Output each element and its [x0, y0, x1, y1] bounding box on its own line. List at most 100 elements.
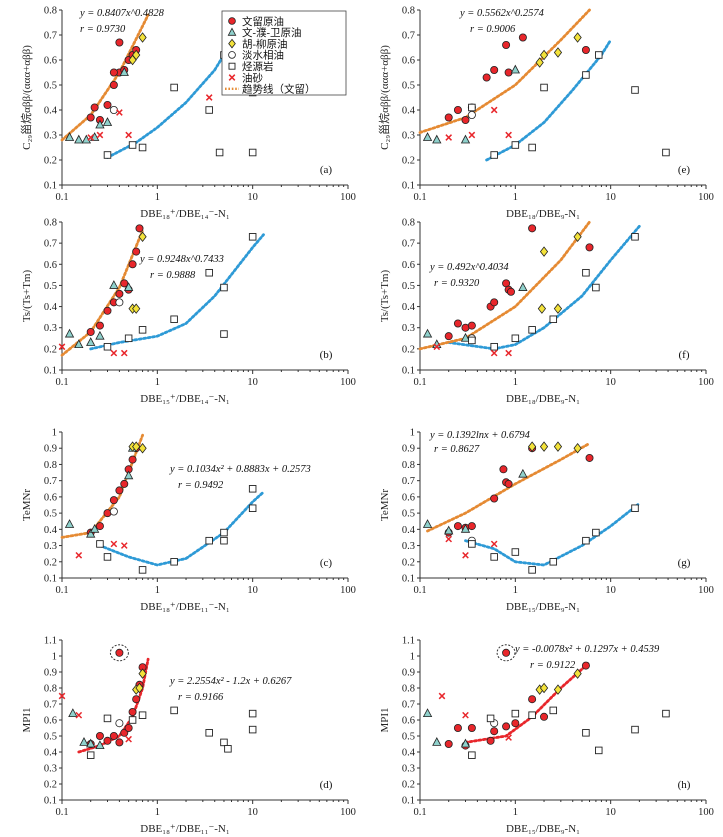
data-point-square-open: [490, 342, 498, 351]
data-point-x: [205, 94, 213, 101]
data-point-x: [438, 692, 446, 700]
y-tick-label: 0.4: [44, 302, 58, 313]
legend-marker-triangle: [227, 27, 237, 36]
fit-equation: y = 2.2554x² - 1.2x + 0.6267: [169, 676, 292, 687]
data-point-x: [87, 134, 95, 141]
data-point-circle: [506, 287, 515, 296]
y-tick-label: 0.2: [44, 344, 57, 355]
y-tick-label: 1: [52, 652, 57, 663]
x-axis-label: DBE₁₅/DBE₉-N₁: [506, 601, 580, 613]
trend-line-blue: [98, 490, 265, 567]
data-point-square-open: [220, 330, 228, 338]
trend-line-orange: [418, 8, 591, 134]
fit-r-value: r = 0.9122: [530, 660, 576, 671]
x-axis-label: DBE₁₈/DBE₉-N₁: [506, 393, 580, 405]
y-tick-label: 1: [52, 428, 57, 439]
legend-label: 油砂: [242, 71, 263, 84]
data-point-diamond: [135, 682, 144, 694]
data-point-circle: [499, 465, 508, 474]
data-point-diamond: [528, 441, 537, 452]
data-point-triangle: [68, 708, 78, 717]
y-tick-label: 0.1: [402, 366, 415, 377]
data-point-triangle: [518, 282, 528, 291]
data-point-circle: [115, 738, 124, 747]
y-tick-label: 1: [410, 428, 415, 439]
y-tick-label: 0.1: [44, 574, 57, 585]
y-tick-label: 0.6: [44, 56, 57, 67]
data-point-square-open: [128, 141, 137, 149]
y-tick-label: 0.3: [44, 764, 57, 775]
data-point-circle: [453, 724, 462, 733]
chart-panel-a: 0.1 0.2 0.3 0.4 0.5 0.6 0.7 0.8 0.1 1 10 100 DBE₁₈⁺/…: [19, 6, 356, 221]
data-point-triangle: [460, 523, 471, 533]
y-tick-label: 0.3: [402, 764, 415, 775]
data-point-circle: [128, 455, 137, 464]
data-point-diamond: [535, 57, 544, 68]
y-tick-label: 0.5: [402, 81, 415, 92]
data-point-square-open: [468, 336, 476, 345]
data-point-triangle: [422, 328, 433, 338]
data-point-circle: [128, 260, 137, 269]
data-point-x: [445, 134, 453, 141]
fit-equation: y = 0.1034x² + 0.8883x + 0.2573: [169, 464, 311, 475]
y-tick-label: 0.4: [402, 302, 416, 313]
fit-r-value: r = 0.9492: [178, 480, 224, 491]
x-tick-label: 0.1: [413, 807, 426, 818]
data-point-square-open: [511, 141, 520, 149]
x-tick-label: 10: [605, 585, 616, 596]
data-point-diamond: [553, 47, 563, 58]
data-point-square-open: [103, 342, 112, 351]
legend-label: 文-濮-卫原油: [242, 26, 302, 39]
data-point-square-open: [592, 528, 600, 537]
y-tick-label: 0.5: [44, 732, 57, 743]
x-tick-label: 100: [340, 377, 356, 388]
trend-line-orange: [426, 441, 591, 533]
data-point-x: [116, 109, 123, 116]
y-tick-label: 0.1: [402, 181, 415, 192]
data-point-square-open: [631, 233, 639, 241]
data-point-square-open: [511, 334, 520, 343]
data-point-square-open: [595, 746, 603, 755]
y-tick-label: 0.5: [402, 732, 415, 743]
y-tick-label: 0.6: [402, 492, 415, 503]
data-point-circle: [128, 708, 137, 717]
x-tick-label: 1: [513, 192, 518, 203]
data-point-square-open: [631, 86, 639, 94]
y-tick-label: 0.6: [44, 260, 57, 271]
data-point-diamond: [539, 49, 549, 61]
data-point-x: [96, 131, 104, 139]
data-point-x: [490, 106, 498, 114]
data-point-circle: [90, 103, 99, 112]
data-point-x: [75, 711, 83, 719]
y-tick-label: 0.3: [44, 323, 57, 334]
y-tick-label: 0.7: [44, 239, 57, 250]
y-tick-label: 0.9: [402, 444, 415, 455]
data-point-circle: [482, 73, 491, 82]
data-point-circle: [467, 522, 476, 531]
x-tick-label: 0.1: [55, 192, 68, 203]
y-tick-label: 0.7: [44, 700, 57, 711]
y-tick-label: 0.3: [402, 541, 415, 552]
data-point-circle: [585, 453, 594, 462]
data-point-circle: [109, 732, 118, 741]
data-point-diamond: [138, 668, 147, 679]
y-tick-label: 0.3: [402, 323, 415, 334]
x-tick-label: 1: [513, 585, 518, 596]
data-point-square-open: [662, 709, 670, 718]
data-point-square-open: [595, 51, 603, 59]
fit-equation: y = 0.8407x^0.4828: [79, 8, 165, 19]
data-point-circle: [115, 648, 124, 657]
y-tick-label: 0.8: [44, 6, 57, 17]
y-axis-label: MPI1: [21, 707, 33, 732]
y-tick-label: 0.9: [44, 444, 57, 455]
data-point-circle: [528, 695, 537, 704]
fit-r-value: r = 0.9320: [434, 278, 480, 289]
data-point-square-open: [549, 706, 558, 715]
data-point-circle: [135, 224, 144, 233]
data-point-triangle: [422, 132, 433, 141]
data-point-square-open: [170, 558, 178, 566]
data-point-square-open: [631, 725, 639, 734]
y-tick-label: 0.7: [402, 31, 415, 42]
y-tick-label: 0.3: [44, 541, 57, 552]
